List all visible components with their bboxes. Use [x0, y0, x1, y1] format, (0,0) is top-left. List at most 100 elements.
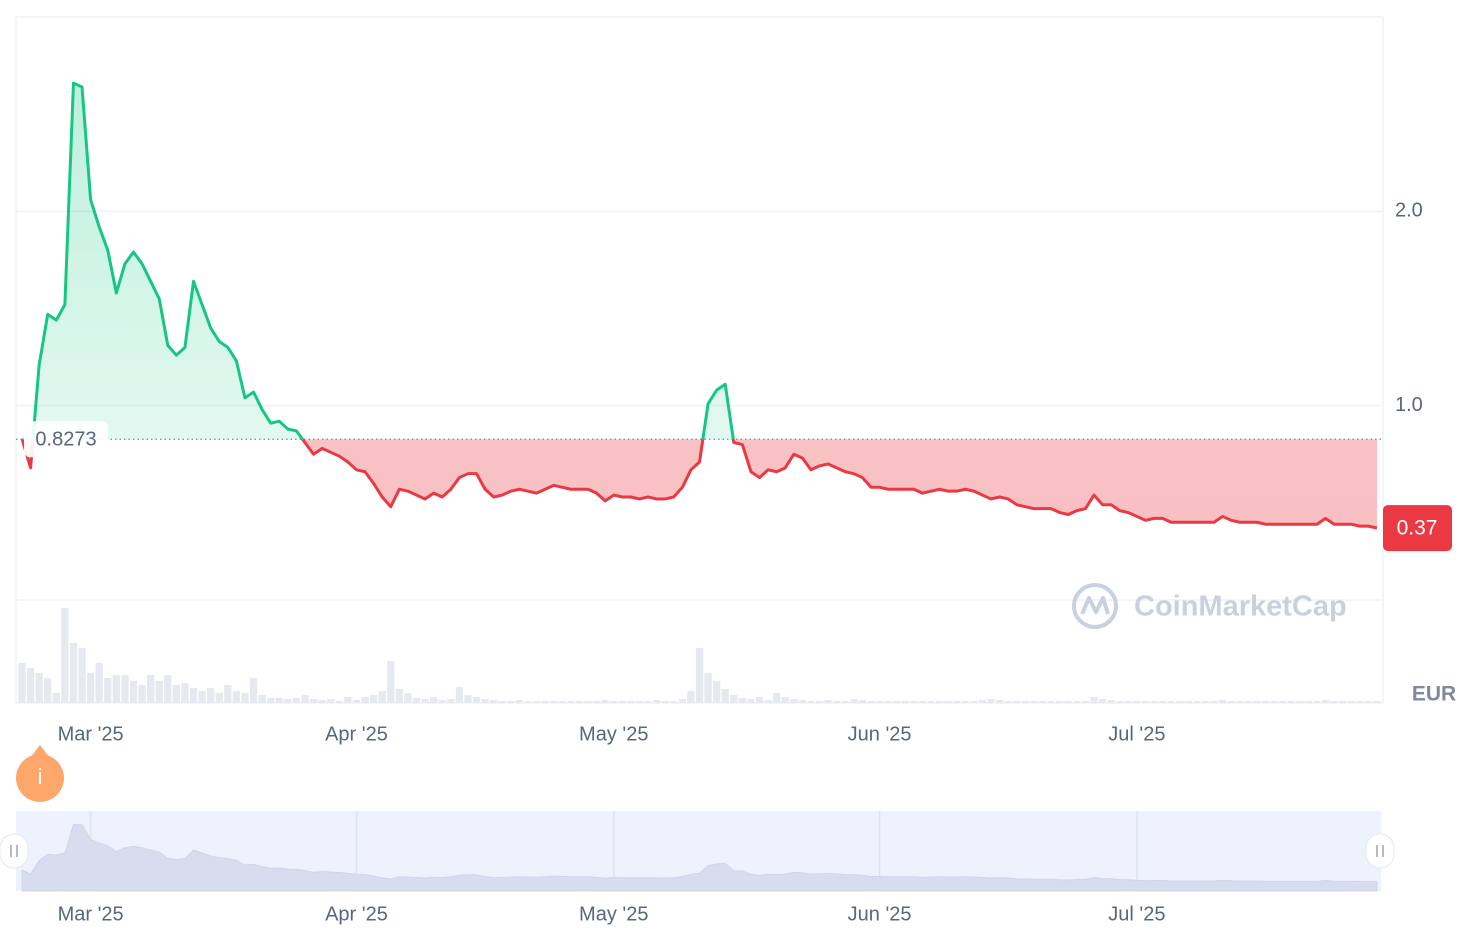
- volume-bar: [996, 700, 1004, 703]
- volume-bar: [1098, 699, 1107, 703]
- info-circle[interactable]: [16, 754, 64, 802]
- volume-bar: [893, 701, 901, 703]
- volume-bar: [1236, 701, 1244, 703]
- volume-bar: [1270, 701, 1278, 703]
- watermark: CoinMarketCap: [1072, 583, 1347, 629]
- volume-bar: [1090, 697, 1098, 703]
- volume-bar: [249, 678, 258, 703]
- volume-bar: [1176, 701, 1184, 703]
- volume-bar: [1064, 701, 1072, 703]
- volume-bar: [815, 701, 824, 703]
- volume-bar: [498, 701, 506, 703]
- volume-bar: [824, 700, 832, 703]
- price-line-up: [20, 81, 735, 440]
- volume-bar: [773, 693, 781, 703]
- volume-bar: [1073, 701, 1081, 703]
- watermark-text: CoinMarketCap: [1134, 591, 1347, 623]
- volume-bar: [421, 699, 429, 703]
- navigator-handle[interactable]: [0, 833, 29, 869]
- volume-bar: [44, 678, 52, 703]
- navigator-tick-label: May '25: [579, 903, 648, 925]
- volume-bar: [1304, 701, 1313, 703]
- volume-bar: [481, 699, 489, 703]
- volume-bar: [610, 701, 618, 703]
- volume-bar: [447, 699, 455, 703]
- volume-bar: [61, 608, 69, 703]
- volume-bar: [1373, 701, 1381, 703]
- volume-bar: [978, 700, 987, 703]
- price: [16, 81, 1383, 530]
- volume-bar: [121, 675, 129, 703]
- volume-bar: [1038, 701, 1047, 703]
- volume-bar: [189, 688, 198, 703]
- volume-bar: [1279, 701, 1287, 703]
- volume-bar: [901, 701, 909, 703]
- volume-bar: [104, 678, 112, 703]
- volume-bar: [292, 698, 301, 703]
- volume-bar: [155, 681, 163, 703]
- volume-bar: [755, 697, 764, 703]
- volume-bar: [961, 701, 969, 703]
- volume-bar: [721, 689, 729, 703]
- volume-bar: [833, 701, 841, 703]
- volume-bar: [661, 701, 669, 703]
- x-tick-label: Apr '25: [325, 723, 388, 745]
- volume-bar: [1339, 701, 1347, 703]
- info-text: i: [38, 764, 43, 789]
- volume-bar: [1330, 701, 1338, 703]
- volume-bar: [172, 685, 181, 703]
- volume-bar: [490, 700, 498, 703]
- volume-bar: [258, 695, 266, 703]
- volume-bar: [1347, 701, 1355, 703]
- labels: EUR 1.0 2.0 0.8273 0.37 Mar '25 Apr '25 May '2…: [24, 200, 1456, 745]
- volume-bar: [507, 701, 515, 703]
- area-up: [22, 83, 1377, 440]
- navigator-handle-grip: [10, 845, 18, 857]
- volume-bar: [807, 701, 815, 703]
- volume-bar: [1004, 701, 1012, 703]
- volume-bar: [635, 701, 644, 703]
- volume-bar: [404, 693, 412, 703]
- volume-bar: [970, 701, 978, 703]
- navigator-handle-grip: [1376, 845, 1384, 857]
- volume-bar: [730, 695, 738, 703]
- volume-bar: [1253, 701, 1261, 703]
- volume-bar: [953, 701, 961, 703]
- volume-bar: [1167, 701, 1175, 703]
- volume-bar: [1287, 701, 1295, 703]
- volume-bar: [455, 687, 464, 703]
- volume-bar: [95, 663, 103, 703]
- volume-bar: [858, 700, 867, 703]
- volume-bar: [1193, 701, 1201, 703]
- baseline-label-box: [24, 421, 108, 458]
- volume-bar: [1150, 701, 1158, 703]
- x-tick-label: Jun '25: [848, 723, 912, 745]
- volume-bar: [935, 701, 944, 703]
- volume-bar: [627, 701, 635, 703]
- volume-bar: [412, 698, 421, 703]
- y-tick-label: 2.0: [1395, 200, 1423, 222]
- last-price-tag: [1383, 505, 1452, 552]
- volume-bar: [69, 643, 78, 703]
- volume-bar: [232, 691, 241, 703]
- price-line-down: [20, 439, 1378, 530]
- navigator: Mar '25 Apr '25 May '25 Jun '25 Jul '25: [0, 811, 1395, 925]
- volume-bar: [52, 693, 60, 703]
- volume-bar: [695, 648, 704, 703]
- volume-bar: [129, 681, 138, 703]
- info-marker: i: [16, 745, 64, 802]
- area-down: [22, 439, 1377, 529]
- navigator-handle[interactable]: [1365, 833, 1395, 869]
- volume-bar: [850, 699, 858, 703]
- volume-bar: [1124, 701, 1132, 703]
- volume-bar: [361, 697, 369, 703]
- volume-bar: [550, 701, 558, 703]
- navigator-tick-label: Apr '25: [325, 903, 388, 925]
- volume-bar: [1133, 701, 1141, 703]
- volume-bar: [335, 701, 343, 703]
- last-price-label: 0.37: [1397, 517, 1438, 540]
- y-tick-label: 1.0: [1395, 394, 1423, 416]
- volume-bar: [687, 691, 695, 703]
- volume-bar: [841, 701, 849, 703]
- volume-bar: [781, 697, 789, 703]
